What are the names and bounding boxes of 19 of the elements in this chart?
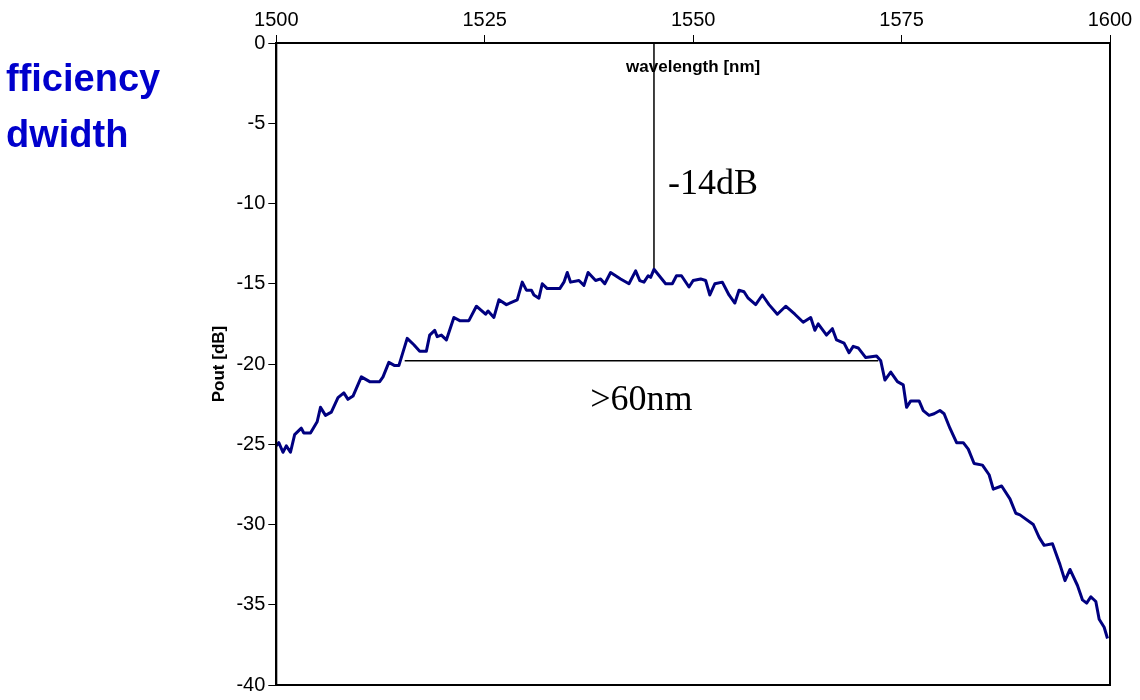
y-tick-label: 0: [254, 30, 266, 53]
y-axis-title: Pout [dB]: [208, 325, 228, 403]
x-tick-label: 1500: [254, 7, 299, 30]
y-tick-label: -20: [236, 351, 266, 374]
y-tick-label: -5: [247, 110, 266, 133]
annotation: >60nm: [590, 378, 693, 419]
annotation: -14dB: [667, 161, 758, 202]
x-tick-label: 1550: [670, 7, 716, 30]
text: dwidth: [6, 112, 130, 157]
y-tick-label: -30: [236, 512, 266, 535]
x-tick-label: 1600: [1087, 7, 1133, 30]
y-tick-label: -10: [236, 191, 266, 214]
x-tick-label: 1525: [462, 7, 507, 30]
y-tick-label: -15: [236, 271, 266, 294]
text: fficiency: [6, 56, 162, 101]
y-tick-label: -35: [236, 592, 266, 615]
y-tick-label: -40: [236, 672, 266, 695]
x-tick-label: 1575: [879, 7, 924, 30]
y-tick-label: -25: [236, 431, 266, 454]
